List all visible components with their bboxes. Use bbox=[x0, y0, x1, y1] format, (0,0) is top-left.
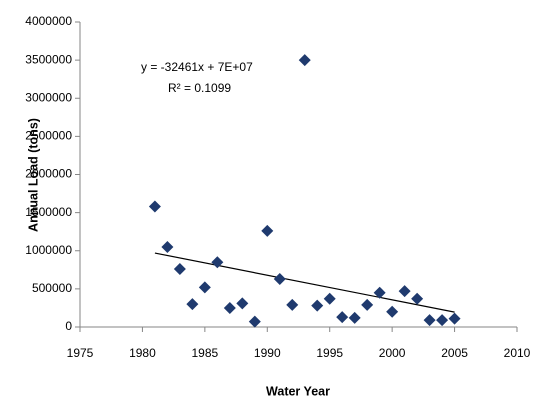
y-tick-label: 2000000 bbox=[25, 167, 72, 181]
data-point bbox=[323, 292, 336, 305]
data-point bbox=[411, 292, 424, 305]
data-point bbox=[186, 298, 199, 311]
data-point bbox=[273, 272, 286, 285]
data-point bbox=[361, 298, 374, 311]
data-point bbox=[198, 281, 211, 294]
data-point bbox=[223, 301, 236, 314]
data-point bbox=[348, 311, 361, 324]
x-tick-label: 2010 bbox=[504, 346, 531, 360]
data-point bbox=[373, 286, 386, 299]
y-tick-label: 3500000 bbox=[25, 52, 72, 66]
data-point bbox=[436, 314, 449, 327]
data-point bbox=[448, 312, 461, 325]
y-tick-label: 0 bbox=[65, 319, 72, 333]
data-point bbox=[311, 299, 324, 312]
data-point bbox=[261, 224, 274, 237]
data-point bbox=[248, 315, 261, 328]
data-point bbox=[236, 297, 249, 310]
data-point bbox=[386, 305, 399, 318]
x-tick-label: 1990 bbox=[254, 346, 281, 360]
y-axis-title: Annual Load (tons) bbox=[26, 118, 40, 232]
x-tick-label: 2005 bbox=[441, 346, 468, 360]
y-tick-label: 2500000 bbox=[25, 129, 72, 143]
data-point bbox=[336, 311, 349, 324]
data-point bbox=[161, 240, 174, 253]
trendline bbox=[154, 252, 455, 313]
data-point bbox=[298, 54, 311, 67]
y-tick-label: 500000 bbox=[32, 281, 72, 295]
x-tick-label: 1985 bbox=[192, 346, 219, 360]
data-point bbox=[423, 314, 436, 327]
y-tick-label: 1500000 bbox=[25, 205, 72, 219]
data-point bbox=[286, 298, 299, 311]
x-tick-label: 1980 bbox=[129, 346, 156, 360]
x-axis-title: Water Year bbox=[266, 384, 330, 398]
r-squared: R² = 0.1099 bbox=[168, 81, 231, 95]
data-point bbox=[173, 263, 186, 276]
y-tick-label: 4000000 bbox=[25, 14, 72, 28]
data-point bbox=[211, 256, 224, 269]
y-tick-label: 3000000 bbox=[25, 90, 72, 104]
x-tick-label: 1975 bbox=[67, 346, 94, 360]
x-tick-label: 1995 bbox=[316, 346, 343, 360]
data-point bbox=[148, 200, 161, 213]
equation: y = -32461x + 7E+07 bbox=[141, 60, 253, 74]
y-tick-label: 1000000 bbox=[25, 243, 72, 257]
x-tick-label: 2000 bbox=[379, 346, 406, 360]
data-point bbox=[398, 285, 411, 298]
